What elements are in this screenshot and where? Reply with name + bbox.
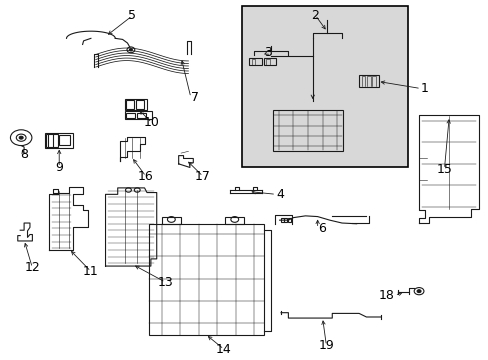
Text: 6: 6 — [317, 222, 325, 235]
Text: 1: 1 — [420, 82, 428, 95]
Bar — [59, 135, 70, 145]
Bar — [242, 6, 407, 167]
Text: 5: 5 — [128, 9, 136, 22]
Text: 3: 3 — [264, 46, 271, 59]
Text: 11: 11 — [83, 265, 99, 278]
Bar — [137, 113, 146, 118]
Bar — [125, 111, 152, 119]
Bar — [358, 75, 378, 87]
Bar — [264, 58, 276, 65]
Bar — [149, 224, 264, 335]
Text: 10: 10 — [143, 116, 160, 129]
Bar — [125, 99, 147, 110]
Text: 12: 12 — [24, 261, 40, 274]
Bar — [44, 133, 73, 148]
Text: 2: 2 — [311, 9, 319, 22]
Text: 17: 17 — [195, 170, 210, 183]
Bar — [284, 218, 287, 222]
Text: 19: 19 — [318, 339, 334, 352]
Bar — [281, 218, 284, 222]
Text: 8: 8 — [20, 148, 28, 161]
Text: 13: 13 — [157, 276, 173, 289]
Bar — [126, 100, 134, 109]
Text: 14: 14 — [216, 343, 231, 356]
Text: 15: 15 — [436, 163, 451, 176]
Circle shape — [416, 290, 420, 293]
Bar — [224, 217, 244, 224]
Text: 4: 4 — [276, 188, 284, 201]
Bar — [272, 110, 343, 151]
Text: 7: 7 — [190, 91, 199, 104]
Circle shape — [19, 136, 23, 139]
Bar — [249, 58, 261, 65]
Bar — [126, 113, 135, 118]
Text: 16: 16 — [138, 170, 154, 183]
Bar — [136, 100, 143, 109]
Circle shape — [129, 49, 132, 51]
Bar — [46, 134, 58, 147]
Bar — [288, 218, 291, 222]
Text: 18: 18 — [378, 289, 394, 302]
Text: 9: 9 — [55, 161, 63, 174]
Bar — [161, 217, 181, 224]
